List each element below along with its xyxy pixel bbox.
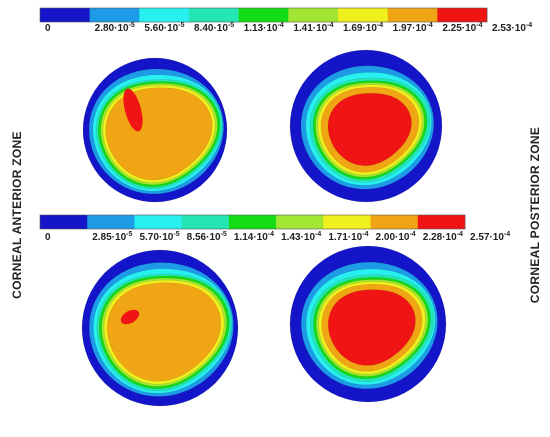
label-exponent: -5 [173,231,179,238]
label-exponent: -4 [327,22,333,29]
label-text: 8.40·10 [194,23,228,34]
label-text: 1.43·10 [281,232,315,243]
label-exponent: -4 [427,22,433,29]
colorbar-label: 2.00·10-4 [376,231,416,243]
colorbar-label: 1.43·10-4 [281,231,321,243]
contour-region [327,289,416,366]
label-exponent: -5 [228,22,234,29]
label-text: 0 [45,232,51,243]
colorbar-segment [87,215,135,229]
colorbar-segment [338,8,388,22]
label-text: 1.13·10 [244,23,278,34]
colorbar-segment [288,8,339,22]
colorbar-segment [189,8,239,22]
label-exponent: -4 [409,231,415,238]
label-text: 2.00·10 [376,232,410,243]
colorbar-label: 5.60·10-5 [144,22,184,34]
label-exponent: -4 [504,231,510,238]
colorbar-segment [89,8,140,22]
colorbar-label: 1.97·10-4 [393,22,433,34]
contour-hotspot [120,309,140,325]
colorbar-label: 0 [45,23,51,34]
label-text: 8.56·10 [187,232,221,243]
colorbar-label: 2.25·10-4 [442,22,482,34]
label-exponent: -4 [362,231,368,238]
label-exponent: -5 [178,22,184,29]
label-text: 1.97·10 [393,23,427,34]
colorbar-frame [39,7,488,23]
colorbar-segment [181,215,230,229]
colorbar-label: 8.40·10-5 [194,22,234,34]
colorbar-label: 1.13·10-4 [244,22,284,34]
colorbar-label: 0 [45,232,51,243]
label-exponent: -4 [526,22,532,29]
label-text: 0 [45,23,51,34]
colorbar-frame [39,214,466,230]
label-text: 1.71·10 [328,232,362,243]
label-exponent: -4 [377,22,383,29]
colorbar-segment [139,8,190,22]
label-exponent: -4 [457,231,463,238]
contour-region [327,93,412,166]
label-text: 1.14·10 [234,232,268,243]
colorbar-label: 2.80·10-5 [95,22,135,34]
label-text: 2.57·10 [470,232,504,243]
colorbar-segment [238,8,289,22]
colorbar-label: 1.14·10-4 [234,231,274,243]
label-exponent: -5 [129,22,135,29]
label-exponent: -4 [476,22,482,29]
colorbar-label: 2.57·10-4 [470,231,510,243]
colorbar-label: 1.71·10-4 [328,231,368,243]
colorbar-segment [40,215,88,229]
colorbar-segment [417,215,466,229]
colorbar-label: 1.69·10-4 [343,22,383,34]
colorbar-label: 2.85·10-5 [92,231,132,243]
colorbar-label: 2.28·10-4 [423,231,463,243]
label-text: 1.69·10 [343,23,377,34]
label-text: 1.41·10 [293,23,327,34]
contour-hotspot [123,88,143,132]
label-exponent: -5 [126,231,132,238]
label-text: 2.28·10 [423,232,457,243]
label-exponent: -5 [221,231,227,238]
label-text: 2.25·10 [442,23,476,34]
contour-region [107,282,222,382]
colorbar-label: 2.53·10-4 [492,22,532,34]
colorbar-label: 8.56·10-5 [187,231,227,243]
label-exponent: -4 [315,231,321,238]
label-text: 2.85·10 [92,232,126,243]
colorbar-label: 5.70·10-5 [139,231,179,243]
colorbar-segment [437,8,488,22]
colorbar-segment [370,215,419,229]
label-text: 2.53·10 [492,23,526,34]
colorbar-segment [276,215,324,229]
right-label: CORNEAL POSTERIOR ZONE [528,127,542,303]
colorbar-segment [323,215,371,229]
label-exponent: -4 [268,231,274,238]
label-text: 5.70·10 [139,232,173,243]
left-label: CORNEAL ANTERIOR ZONE [10,131,24,299]
label-text: 2.80·10 [95,23,129,34]
label-text: 5.60·10 [144,23,178,34]
colorbar-segment [134,215,182,229]
label-exponent: -4 [278,22,284,29]
colorbar-segment [228,215,277,229]
colorbar-label: 1.41·10-4 [293,22,333,34]
colorbar-segment [387,8,438,22]
colorbar-segment [40,8,90,22]
